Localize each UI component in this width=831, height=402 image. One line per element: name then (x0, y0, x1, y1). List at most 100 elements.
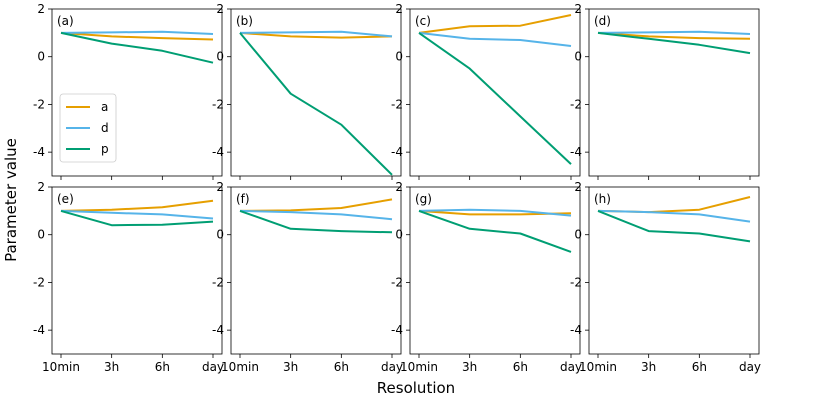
y-tick-label: -2 (33, 275, 45, 289)
y-tick-label: 2 (574, 180, 582, 194)
series-line-a (60, 31, 214, 41)
y-tick-label: 0 (216, 228, 224, 242)
x-tick-label: 6h (692, 360, 707, 374)
series-line-a (239, 198, 393, 212)
legend-label-d: d (101, 121, 109, 135)
y-tick-label: 2 (395, 180, 403, 194)
x-tick-label: day (739, 360, 761, 374)
panel-label: (e) (57, 192, 74, 206)
y-tick-label: 2 (37, 2, 45, 16)
panel-a: 2 0 -2 -4 (a) (33, 2, 223, 180)
series-line-d (239, 30, 393, 38)
series-line-d (239, 209, 393, 221)
x-tick-label: 3h (641, 360, 656, 374)
y-tick-label: -2 (391, 275, 403, 289)
series-line-a (239, 31, 393, 39)
y-tick-label: 0 (395, 50, 403, 64)
x-tick-label: day (381, 360, 403, 374)
y-tick-label: 0 (37, 50, 45, 64)
panel-label: (a) (57, 14, 74, 28)
x-tick-label: 6h (334, 360, 349, 374)
y-tick-label: 0 (574, 228, 582, 242)
y-tick-label: -4 (33, 145, 45, 159)
series-line-d (418, 208, 572, 217)
series-line-p (60, 31, 214, 64)
series-line-a (418, 14, 572, 34)
x-tick-label: 3h (104, 360, 119, 374)
series-line-d (597, 209, 751, 223)
y-tick-label: 0 (37, 228, 45, 242)
series-line-a (60, 199, 214, 212)
series-line-d (597, 30, 751, 35)
panel-d: 2 0 -2 -4 (d) (570, 2, 760, 180)
panel-label: (f) (236, 192, 250, 206)
x-tick-label: 10min (221, 360, 259, 374)
y-tick-label: 0 (216, 50, 224, 64)
y-tick-label: -2 (570, 97, 582, 111)
panels-group: 2 0 -2 -4 (a) 2 0 -2 -4 (b) 2 0 -2 -4 (c) 2 0 -2 -4 (d) 2 0 -2… (33, 2, 761, 374)
x-tick-label: day (202, 360, 224, 374)
panel-c: 2 0 -2 -4 (c) (391, 2, 581, 180)
series-line-p (60, 209, 214, 227)
y-tick-label: -4 (212, 323, 224, 337)
legend: adp (59, 93, 117, 163)
panel-frame (51, 8, 223, 177)
x-tick-label: 6h (513, 360, 528, 374)
x-tick-label: 3h (462, 360, 477, 374)
y-tick-label: -4 (212, 145, 224, 159)
x-tick-label: 6h (155, 360, 170, 374)
panel-frame (409, 8, 581, 177)
x-tick-label: 3h (283, 360, 298, 374)
series-line-d (418, 31, 572, 47)
panel-label: (c) (415, 14, 431, 28)
y-tick-label: -2 (33, 97, 45, 111)
y-tick-label: -4 (391, 323, 403, 337)
y-tick-label: 0 (395, 228, 403, 242)
panel-frame (230, 186, 402, 355)
panel-b: 2 0 -2 -4 (b) (212, 2, 402, 180)
panel-f: 2 0 -2 -4 10min 3h 6h day (f) (212, 180, 403, 374)
panel-frame (588, 8, 760, 177)
y-axis-label: Parameter value (2, 138, 20, 262)
series-line-a (597, 196, 751, 214)
y-tick-label: -4 (570, 145, 582, 159)
y-tick-label: 2 (574, 2, 582, 16)
series-line-p (239, 32, 393, 176)
y-tick-label: 2 (37, 180, 45, 194)
x-tick-label: 10min (400, 360, 438, 374)
series-line-p (597, 31, 751, 55)
series-line-a (597, 31, 751, 40)
x-tick-label: 10min (42, 360, 80, 374)
series-line-d (60, 209, 214, 220)
panel-label: (h) (594, 192, 611, 206)
y-tick-label: 2 (216, 180, 224, 194)
y-tick-label: -4 (391, 145, 403, 159)
y-tick-label: -4 (570, 323, 582, 337)
y-tick-label: -2 (570, 275, 582, 289)
y-tick-label: -2 (391, 97, 403, 111)
series-line-p (239, 209, 393, 234)
panel-h: 2 0 -2 -4 10min 3h 6h day (h) (570, 180, 761, 374)
panel-frame (409, 186, 581, 355)
y-tick-label: 2 (395, 2, 403, 16)
legend-label-p: p (101, 142, 109, 156)
panel-label: (g) (415, 192, 432, 206)
y-tick-label: 2 (216, 2, 224, 16)
x-tick-label: 10min (579, 360, 617, 374)
series-line-d (60, 30, 214, 35)
y-tick-label: -4 (33, 323, 45, 337)
panel-label: (d) (594, 14, 611, 28)
series-line-p (597, 209, 751, 243)
series-line-p (418, 32, 572, 165)
panel-frame (230, 8, 402, 177)
y-tick-label: -2 (212, 275, 224, 289)
panel-frame (51, 186, 223, 355)
panel-label: (b) (236, 14, 253, 28)
panel-g: 2 0 -2 -4 10min 3h 6h day (g) (391, 180, 582, 374)
y-tick-label: 0 (574, 50, 582, 64)
y-tick-label: -2 (212, 97, 224, 111)
x-axis-label: Resolution (377, 379, 455, 397)
legend-label-a: a (101, 100, 108, 114)
series-line-p (418, 209, 572, 253)
